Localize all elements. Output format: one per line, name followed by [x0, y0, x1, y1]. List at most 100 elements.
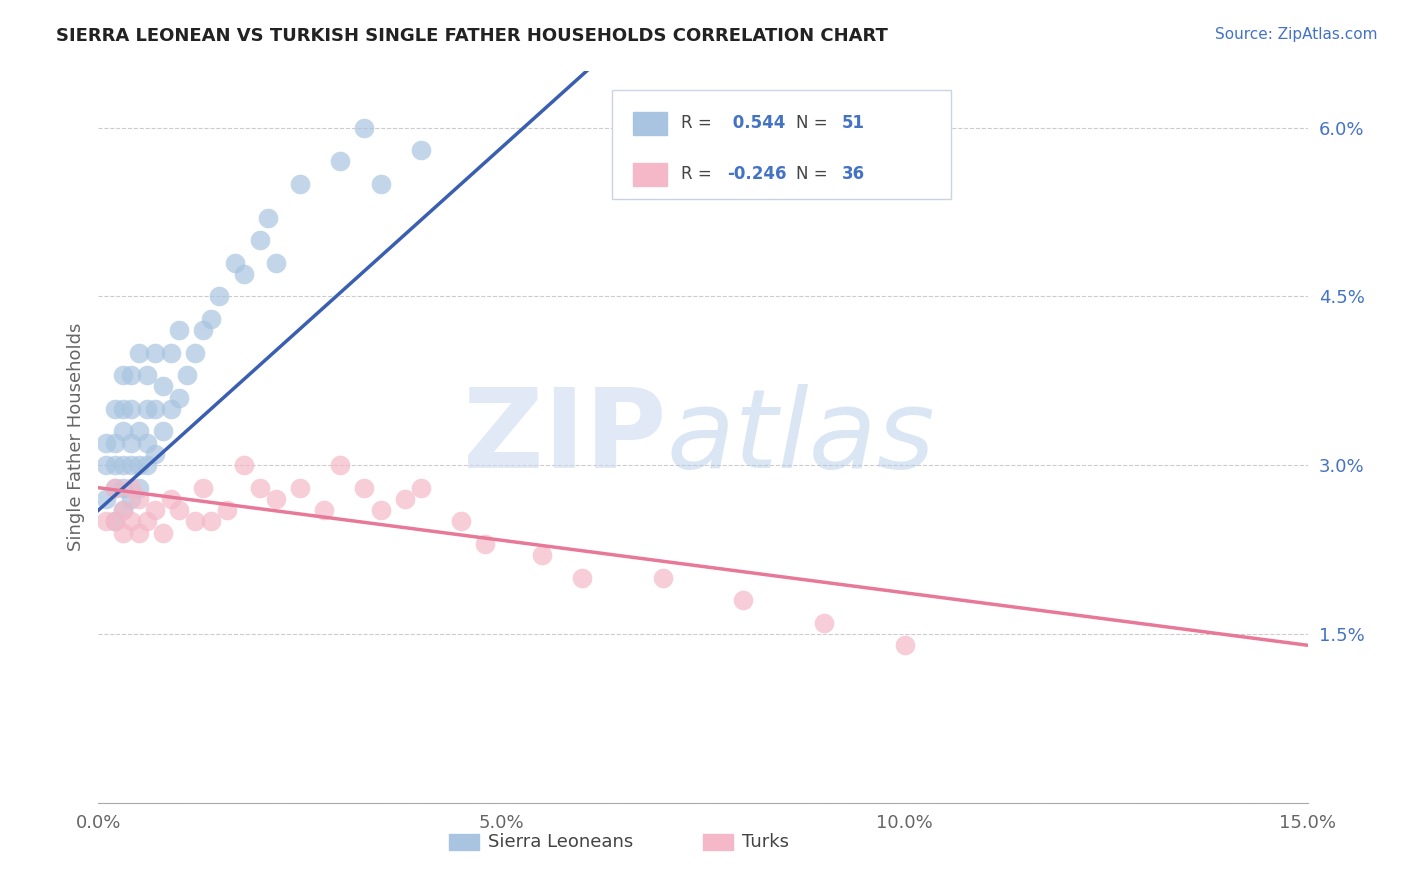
Point [135, 515, 157, 529]
Point [232, 458, 254, 473]
Text: N =: N = [796, 113, 832, 131]
Point [167, 323, 190, 337]
Point [193, 481, 215, 495]
Point [409, 481, 432, 495]
Text: atlas: atlas [666, 384, 935, 491]
Point [103, 515, 125, 529]
Point [128, 425, 150, 439]
Point [103, 435, 125, 450]
Point [450, 515, 472, 529]
FancyBboxPatch shape [703, 834, 734, 850]
Text: -0.246: -0.246 [727, 165, 787, 183]
Point [143, 447, 166, 461]
Point [651, 571, 673, 585]
Text: Turks: Turks [742, 833, 789, 851]
Text: N =: N = [796, 165, 832, 183]
Text: Sierra Leoneans: Sierra Leoneans [488, 833, 633, 851]
Text: R =: R = [682, 113, 717, 131]
Point [813, 615, 835, 630]
Text: 0.544: 0.544 [727, 113, 786, 131]
Point [249, 481, 271, 495]
Point [733, 593, 755, 607]
Point [353, 481, 375, 495]
Point [176, 368, 198, 383]
Point [160, 401, 183, 416]
Point [264, 491, 287, 506]
Point [200, 515, 222, 529]
Point [103, 458, 125, 473]
Point [111, 401, 134, 416]
Point [120, 458, 142, 473]
Point [474, 537, 496, 551]
Point [120, 435, 142, 450]
Point [103, 401, 125, 416]
Point [256, 211, 278, 225]
Point [103, 515, 125, 529]
Point [111, 525, 134, 540]
Point [128, 491, 150, 506]
Text: 36: 36 [842, 165, 865, 183]
Point [128, 525, 150, 540]
Point [314, 503, 336, 517]
Point [409, 143, 432, 157]
FancyBboxPatch shape [633, 163, 666, 186]
Point [111, 481, 134, 495]
Point [120, 481, 142, 495]
Point [96, 515, 118, 529]
Point [530, 548, 553, 562]
Point [96, 491, 118, 506]
Point [111, 368, 134, 383]
Point [135, 435, 157, 450]
Point [200, 312, 222, 326]
Point [184, 515, 207, 529]
Point [249, 233, 271, 247]
Point [193, 323, 215, 337]
Point [329, 154, 352, 169]
Point [135, 368, 157, 383]
Point [167, 391, 190, 405]
Point [329, 458, 352, 473]
Point [128, 481, 150, 495]
Point [370, 177, 392, 191]
Text: SIERRA LEONEAN VS TURKISH SINGLE FATHER HOUSEHOLDS CORRELATION CHART: SIERRA LEONEAN VS TURKISH SINGLE FATHER … [56, 27, 889, 45]
Point [143, 401, 166, 416]
Point [128, 458, 150, 473]
Point [143, 345, 166, 359]
Point [208, 289, 231, 303]
Point [135, 458, 157, 473]
Text: ZIP: ZIP [464, 384, 666, 491]
Point [288, 177, 311, 191]
Point [160, 491, 183, 506]
Point [135, 401, 157, 416]
Point [370, 503, 392, 517]
Point [103, 481, 125, 495]
Point [232, 267, 254, 281]
Point [160, 345, 183, 359]
Point [128, 345, 150, 359]
Point [288, 481, 311, 495]
Text: Source: ZipAtlas.com: Source: ZipAtlas.com [1215, 27, 1378, 42]
Point [353, 120, 375, 135]
Point [893, 638, 915, 652]
Point [111, 425, 134, 439]
Point [184, 345, 207, 359]
Point [120, 368, 142, 383]
Point [152, 379, 174, 393]
Y-axis label: Single Father Households: Single Father Households [66, 323, 84, 551]
Text: 51: 51 [842, 113, 865, 131]
Point [167, 503, 190, 517]
FancyBboxPatch shape [613, 90, 950, 200]
Point [111, 503, 134, 517]
Point [103, 481, 125, 495]
Point [571, 571, 593, 585]
Point [394, 491, 416, 506]
Point [96, 435, 118, 450]
Text: R =: R = [682, 165, 717, 183]
Point [120, 401, 142, 416]
Point [152, 425, 174, 439]
Point [264, 255, 287, 269]
Point [111, 503, 134, 517]
FancyBboxPatch shape [633, 112, 666, 135]
Point [120, 515, 142, 529]
Point [152, 525, 174, 540]
